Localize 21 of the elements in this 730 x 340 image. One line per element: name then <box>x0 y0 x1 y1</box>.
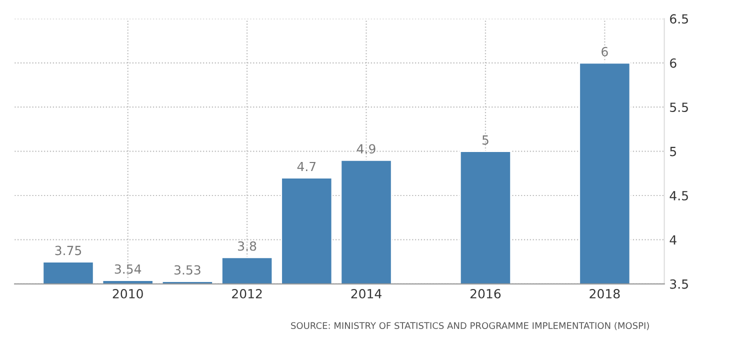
y-tick-label: 6.5 <box>670 14 688 24</box>
data-label: 4.9 <box>356 144 376 154</box>
x-tick-label: 2018 <box>590 288 620 298</box>
data-label: 5 <box>482 135 488 145</box>
data-label: 3.8 <box>238 241 256 251</box>
x-tick-label: 2010 <box>112 288 143 298</box>
x-tick-label: 2012 <box>232 288 262 298</box>
x-tick-label: 2016 <box>470 288 501 298</box>
y-tick-label: 3.5 <box>670 279 688 289</box>
source-note: SOURCE: MINISTRY OF STATISTICS AND PROGRAMME IMPLEMENTATION (MOSPI) <box>291 322 649 330</box>
y-tick-label: 5.5 <box>670 102 688 112</box>
x-tick-label: 2014 <box>351 288 382 298</box>
data-label: 3.75 <box>55 246 82 256</box>
y-tick-label: 4.5 <box>670 191 688 200</box>
y-tick-label: 5 <box>670 146 676 156</box>
data-label: 6 <box>602 46 608 56</box>
y-tick-label: 4 <box>670 235 676 244</box>
y-tick-label: 6 <box>670 58 676 68</box>
data-label: 3.53 <box>174 265 200 275</box>
data-label: 3.54 <box>114 264 142 274</box>
data-label: 4.7 <box>297 162 316 172</box>
